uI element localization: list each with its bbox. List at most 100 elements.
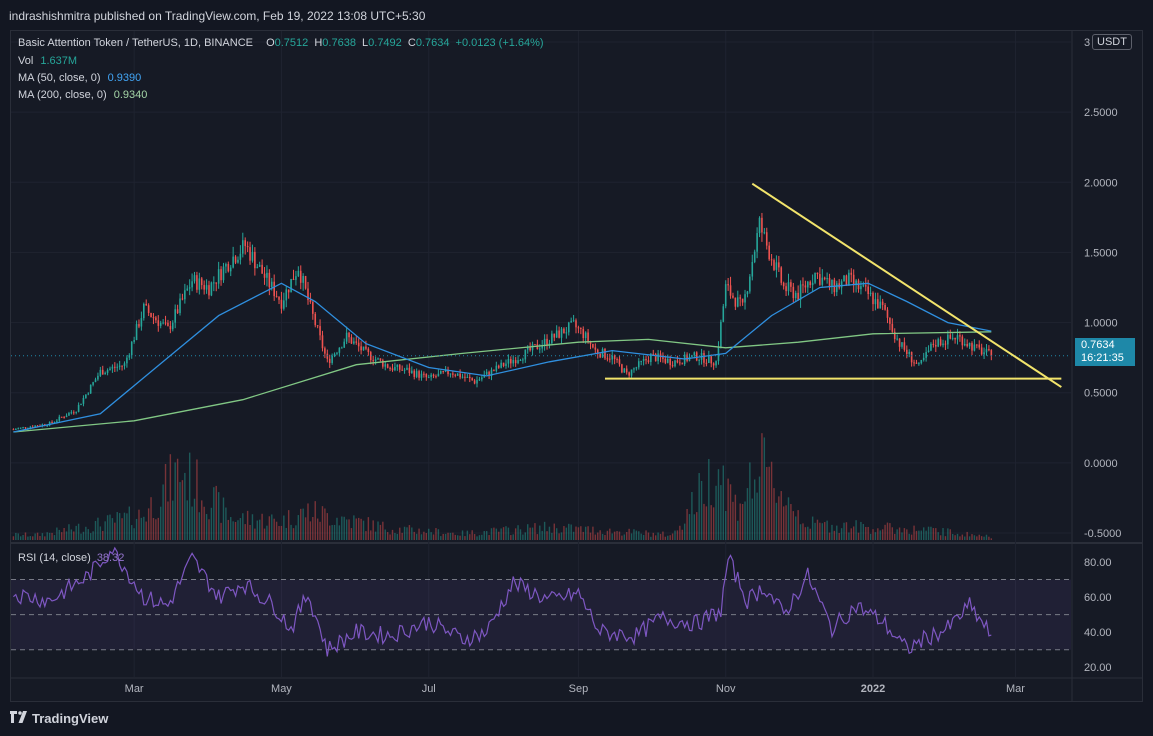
volume-bar [628, 528, 630, 540]
volume-bar [700, 480, 703, 540]
volume-bar [169, 454, 172, 540]
volume-bar [263, 528, 266, 540]
volume-bar [118, 513, 121, 540]
volume-bar [430, 532, 432, 540]
footer-brand[interactable]: TradingView [10, 710, 108, 726]
candle-body [555, 330, 558, 338]
volume-bar [109, 514, 111, 540]
candle-body [654, 354, 657, 362]
candle-body [951, 337, 954, 339]
candle-body [773, 260, 775, 270]
candle-body [782, 282, 785, 287]
candle-body [918, 363, 920, 365]
open-value: 0.7512 [274, 37, 309, 49]
candle-body [551, 333, 553, 344]
volume-legend: Vol 1.637M [18, 55, 77, 67]
volume-bar [915, 530, 918, 540]
candle-body [840, 281, 843, 288]
volume-bar [80, 533, 82, 540]
candle-body [331, 355, 333, 363]
candle-body [925, 351, 927, 358]
candle-body [268, 272, 271, 288]
candle-body [915, 362, 918, 364]
volume-bar [761, 433, 763, 540]
volume-bar [964, 536, 966, 540]
candle-body [662, 357, 664, 359]
volume-bar [181, 480, 184, 540]
candle-body [534, 344, 536, 346]
candle-body [968, 343, 971, 347]
candle-body [758, 217, 761, 234]
volume-bar [522, 534, 524, 540]
candle-body [896, 338, 898, 340]
candle-body [442, 371, 445, 373]
time-tick-label: Sep [569, 683, 589, 695]
volume-bar [826, 520, 828, 540]
candle-body [449, 373, 452, 375]
volume-bar [53, 535, 56, 540]
candle-body [727, 284, 729, 286]
volume-bar [360, 518, 362, 540]
candle-body [524, 349, 527, 360]
volume-bar [732, 501, 734, 540]
volume-bar [68, 524, 70, 540]
volume-bar [676, 530, 679, 540]
candle-body [225, 263, 227, 267]
candle-body [403, 369, 406, 371]
volume-bar [121, 518, 123, 540]
volume-bar [326, 513, 329, 540]
chart-frame[interactable] [10, 30, 1143, 702]
candle-body [432, 374, 435, 377]
candle-body [908, 351, 911, 354]
volume-bar [215, 485, 217, 540]
price-tick-label: 0.5000 [1084, 388, 1118, 400]
candle-body [307, 288, 309, 301]
volume-bar [691, 492, 693, 540]
candle-body [751, 261, 754, 277]
candle-body [575, 320, 577, 328]
volume-bar [913, 525, 915, 540]
candle-body [753, 251, 756, 262]
volume-bar [15, 532, 17, 540]
candle-body [196, 275, 198, 290]
volume-bar [514, 528, 517, 540]
volume-bar [539, 525, 541, 540]
candle-body [384, 364, 387, 367]
volume-bar [355, 518, 357, 540]
volume-bar [932, 528, 935, 540]
candle-body [580, 328, 582, 330]
candle-body [357, 342, 360, 347]
volume-bar [408, 525, 411, 540]
bar-countdown: 16:21:35 [1081, 352, 1124, 364]
currency-button[interactable]: USDT [1092, 34, 1132, 50]
volume-bar [739, 503, 741, 540]
volume-bar [698, 473, 700, 540]
change-value: +0.0123 (+1.64%) [455, 37, 544, 49]
candle-body [686, 354, 688, 361]
volume-bar [150, 497, 152, 540]
candle-body [724, 284, 727, 307]
candle-body [292, 278, 295, 280]
volume-bar [968, 536, 971, 540]
volume-bar [768, 466, 770, 540]
volume-bar [481, 534, 483, 540]
candle-body [321, 335, 324, 349]
candle-body [324, 348, 326, 354]
volume-bar [623, 534, 626, 540]
candle-body [36, 425, 39, 427]
candle-body [56, 420, 58, 422]
candle-body [114, 366, 116, 368]
tradingview-logo-icon [10, 711, 27, 723]
volume-bar [58, 529, 60, 540]
volume-bar [488, 535, 490, 540]
volume-bar [133, 528, 135, 540]
candle-body [560, 328, 563, 338]
candle-body [937, 339, 939, 347]
candle-body [213, 282, 215, 284]
volume-bar [903, 528, 906, 540]
volume-bar [309, 521, 312, 540]
candle-body [362, 346, 365, 351]
candle-body [193, 275, 196, 282]
volume-bar [792, 511, 795, 540]
